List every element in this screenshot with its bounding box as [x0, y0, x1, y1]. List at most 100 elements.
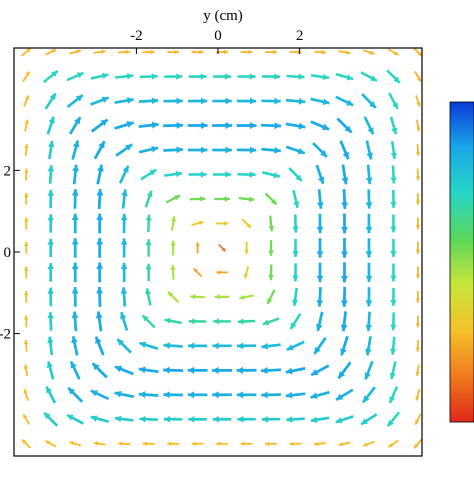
vector-arrow	[242, 219, 251, 228]
vector-arrow	[47, 337, 53, 355]
y-tick-label: 2	[4, 163, 12, 179]
vector-arrow	[23, 414, 29, 424]
vector-arrow	[96, 262, 103, 282]
vector-arrow	[416, 95, 420, 106]
vector-arrow	[266, 193, 277, 204]
vector-arrow	[70, 49, 81, 53]
vector-arrow	[188, 147, 208, 154]
vector-arrow	[115, 416, 133, 422]
vector-arrow	[292, 263, 298, 281]
vector-arrow	[262, 172, 280, 178]
vector-arrow	[237, 98, 256, 105]
vector-arrow	[47, 214, 53, 232]
vector-arrow	[163, 122, 183, 129]
vector-arrow	[71, 361, 80, 379]
vector-arrow	[213, 318, 230, 324]
vector-arrow	[390, 239, 396, 257]
vector-arrow	[313, 143, 327, 157]
vector-arrow	[237, 343, 256, 350]
vector-arrow	[163, 98, 182, 105]
vector-arrow	[192, 442, 204, 446]
vector-arrow	[68, 388, 82, 402]
vector-arrow	[287, 74, 305, 80]
vector-arrow	[189, 73, 207, 79]
vector-arrow	[48, 190, 54, 208]
vector-arrow	[415, 414, 420, 425]
vector-arrow	[416, 365, 420, 377]
vector-arrow	[115, 97, 134, 104]
vector-arrow	[216, 442, 228, 446]
vector-arrow	[120, 166, 128, 183]
vector-arrow	[363, 387, 375, 402]
vector-arrow	[213, 416, 231, 422]
vector-arrow	[292, 214, 298, 232]
x-tick-label: 2	[296, 28, 304, 44]
vector-arrow	[237, 416, 255, 422]
vector-arrow	[262, 73, 280, 79]
vector-arrow	[163, 146, 183, 153]
y-axis-ticks: 20-2	[0, 163, 20, 342]
vector-arrow	[24, 364, 28, 376]
vector-arrow	[286, 368, 306, 375]
vector-arrow	[67, 415, 83, 424]
vector-arrow	[47, 288, 53, 306]
vector-arrow	[45, 49, 56, 54]
vector-arrow	[341, 189, 348, 209]
vector-arrow	[390, 288, 396, 306]
vector-arrow	[164, 416, 182, 422]
vector-arrow	[416, 267, 420, 279]
vector-arrow	[390, 214, 396, 232]
vector-arrow	[171, 216, 176, 230]
vector-arrow	[265, 50, 277, 54]
vector-arrow	[24, 266, 28, 278]
vector-arrow	[238, 318, 255, 324]
vector-arrow	[416, 193, 420, 205]
vector-arrow	[311, 74, 329, 80]
vector-arrow	[24, 242, 28, 254]
x-tick-label: 0	[214, 28, 222, 44]
vector-arrow	[72, 165, 79, 185]
vector-arrow	[47, 361, 53, 379]
vector-arrow	[190, 196, 206, 202]
vector-arrow	[189, 171, 207, 177]
vector-arrow	[263, 319, 279, 326]
vector-arrow	[164, 73, 182, 79]
vector-arrow	[237, 122, 257, 129]
vector-arrow	[316, 312, 323, 331]
vector-arrow	[262, 343, 281, 350]
vector-arrow	[340, 336, 347, 355]
vector-arrow	[121, 287, 128, 306]
vector-arrow	[365, 312, 372, 331]
vector-arrow	[286, 392, 306, 399]
vector-arrow	[341, 262, 348, 282]
vector-arrow	[366, 263, 373, 282]
vector-arrow	[72, 238, 79, 258]
vector-arrow	[139, 416, 157, 422]
vector-arrow	[292, 239, 298, 257]
vector-arrow	[268, 265, 274, 281]
arrow-field	[22, 48, 422, 448]
vector-arrow	[390, 337, 396, 355]
vector-arrow	[96, 287, 103, 307]
vector-arrow	[48, 165, 54, 183]
vector-arrow	[366, 214, 373, 233]
vector-arrow	[219, 244, 226, 251]
vector-arrow	[212, 98, 231, 105]
vector-arrow	[143, 50, 155, 54]
vector-arrow	[389, 387, 397, 403]
vector-arrow	[22, 48, 31, 55]
vector-arrow	[140, 73, 158, 79]
vector-arrow	[390, 312, 396, 330]
vector-arrow	[143, 441, 155, 445]
vector-arrow	[115, 391, 134, 398]
vector-arrow	[23, 72, 30, 82]
colorbar	[450, 102, 474, 422]
vector-arrow	[311, 392, 330, 399]
vector-arrow	[212, 122, 232, 129]
vector-arrow	[366, 238, 373, 257]
vector-arrow	[390, 263, 396, 281]
vector-arrow	[170, 265, 175, 280]
vector-arrow	[91, 97, 109, 105]
vector-arrow	[261, 122, 281, 129]
